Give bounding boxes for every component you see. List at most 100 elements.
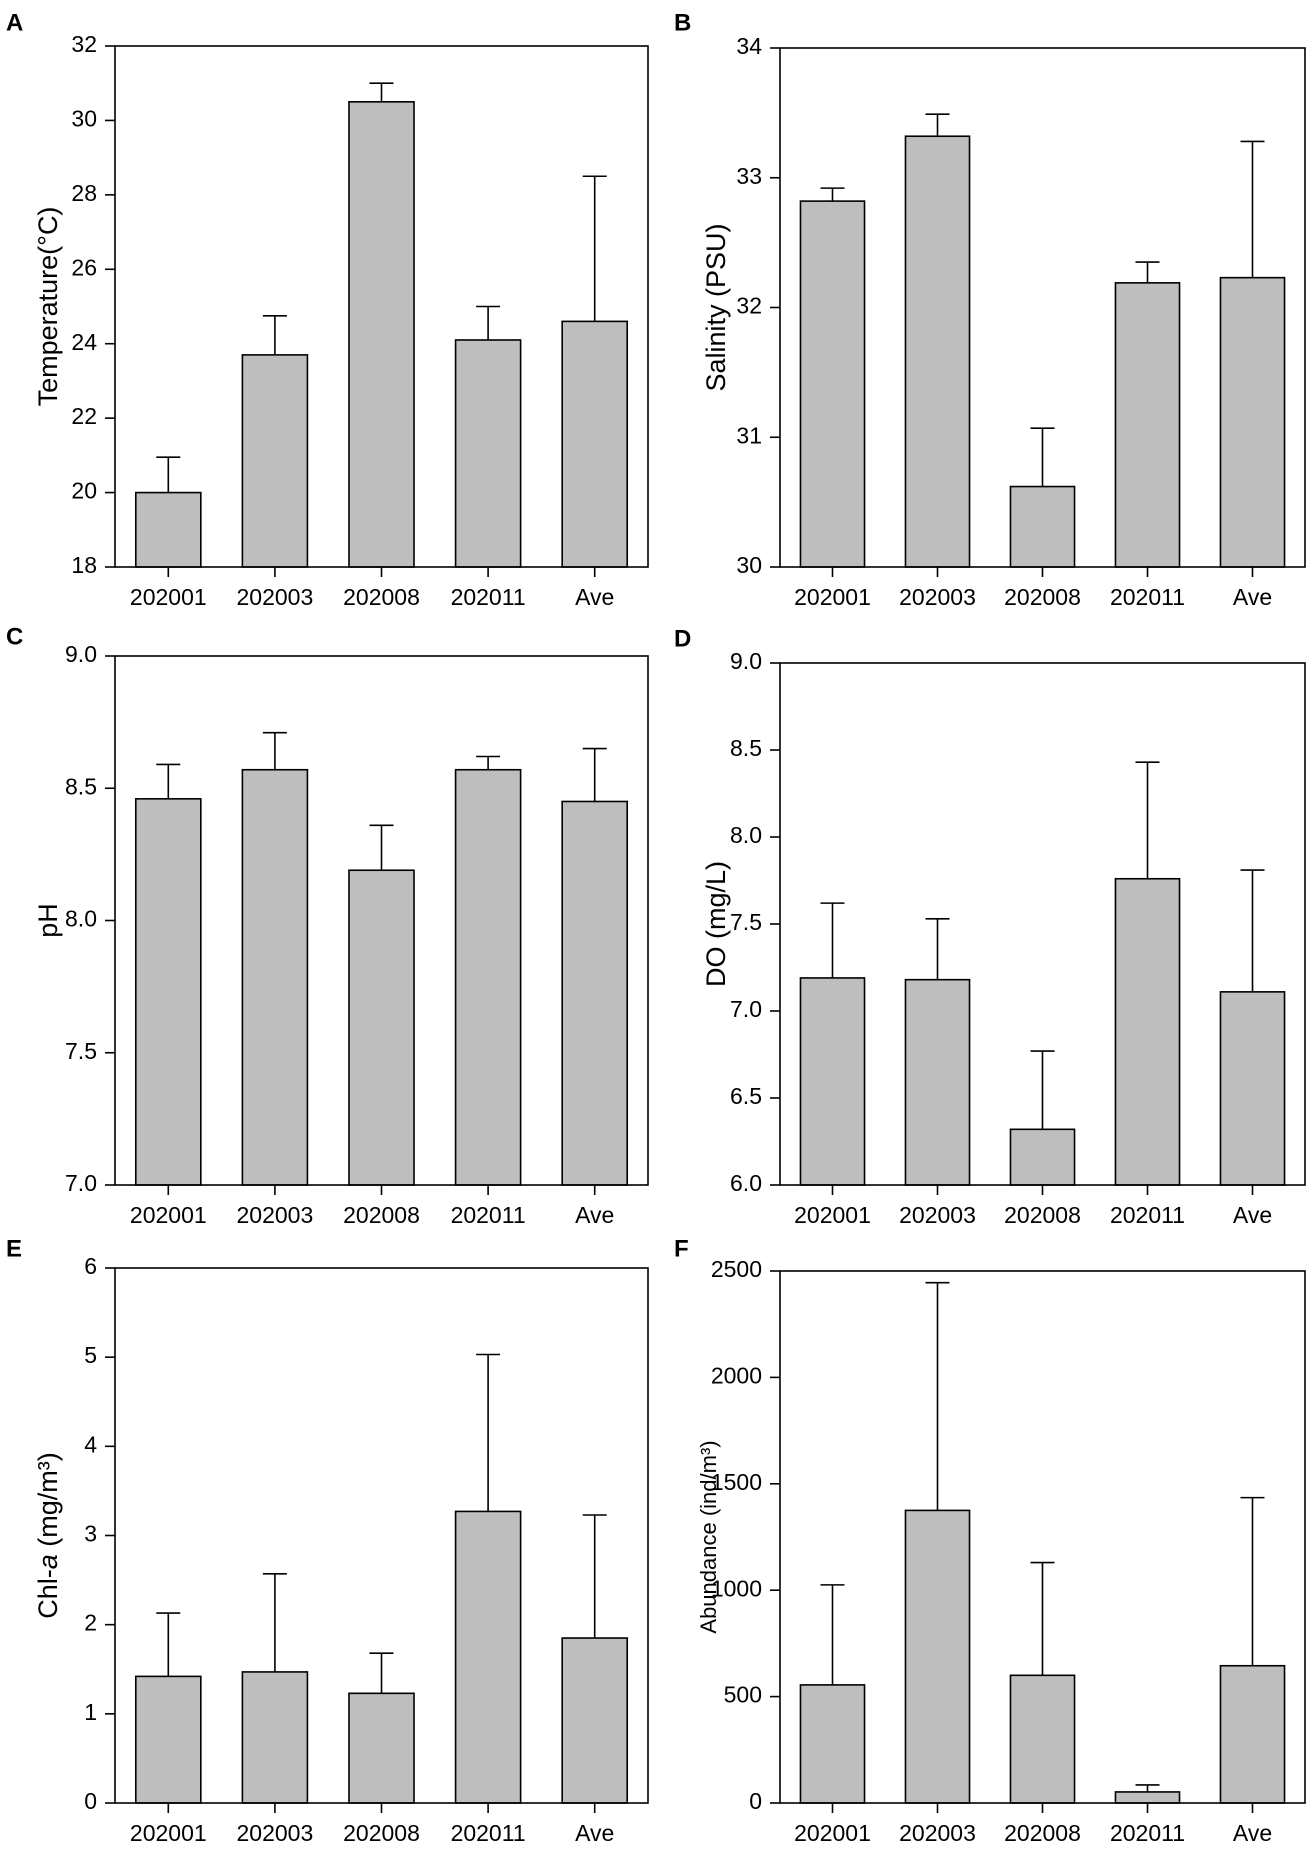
y-tick-label: 8.5 xyxy=(65,773,97,799)
y-tick-label: 28 xyxy=(71,180,97,206)
panel-letter: D xyxy=(674,625,691,652)
y-axis-label-part: a xyxy=(33,1554,63,1569)
y-tick-label: 0 xyxy=(84,1788,97,1814)
x-tick-label: 202001 xyxy=(794,1820,871,1846)
plot-frame xyxy=(779,47,1306,568)
y-tick-label: 7.5 xyxy=(730,909,762,935)
y-axis-label-part: (mg/m³) xyxy=(33,1452,63,1554)
y-tick-label: 24 xyxy=(71,329,97,355)
x-tick-label: 202001 xyxy=(130,1202,207,1228)
x-tick-label: 202003 xyxy=(237,1820,314,1846)
bar-202008 xyxy=(348,1692,415,1804)
y-tick-label: 500 xyxy=(724,1682,762,1708)
x-tick-label: Ave xyxy=(1233,584,1272,610)
x-tick-label: 202001 xyxy=(794,584,871,610)
bar-202011 xyxy=(1114,1791,1181,1804)
y-tick-label: 9.0 xyxy=(730,648,762,674)
bar-202001 xyxy=(134,1675,202,1804)
bar-ave xyxy=(1219,1664,1286,1804)
y-tick-label: 5 xyxy=(84,1342,97,1368)
bar-202003 xyxy=(241,768,309,1186)
panel-letter: F xyxy=(674,1235,689,1262)
y-tick-label: 7.5 xyxy=(65,1038,97,1064)
y-axis-label: Salinity (PSU) xyxy=(701,223,731,391)
y-axis-label: Temperature(°C) xyxy=(33,207,63,407)
y-tick-label: 3 xyxy=(84,1521,97,1547)
bar-ave xyxy=(561,800,629,1186)
bar-202008 xyxy=(348,869,415,1186)
x-tick-label: 202008 xyxy=(1004,1820,1081,1846)
y-tick-label: 18 xyxy=(71,552,97,578)
bar-ave xyxy=(561,1637,629,1804)
bar-202011 xyxy=(454,339,522,568)
y-tick-label: 34 xyxy=(736,33,762,59)
y-axis-label: pH xyxy=(33,903,63,938)
x-tick-label: 202003 xyxy=(899,1820,976,1846)
x-tick-label: Ave xyxy=(1233,1202,1272,1228)
plot-frame xyxy=(114,655,649,1186)
y-tick-label: 7.0 xyxy=(730,996,762,1022)
bar-202008 xyxy=(1009,1128,1076,1186)
bar-202003 xyxy=(904,1509,971,1804)
panel-letter: B xyxy=(674,9,691,36)
bar-202001 xyxy=(134,798,202,1186)
bar-ave xyxy=(1219,991,1286,1186)
bar-ave xyxy=(561,320,629,568)
bar-202001 xyxy=(134,491,202,568)
bar-202003 xyxy=(904,135,971,568)
y-tick-label: 1 xyxy=(84,1699,97,1725)
x-tick-label: 202008 xyxy=(1004,584,1081,610)
x-tick-label: 202011 xyxy=(1110,584,1185,610)
panel-f: F 0 500 1000 1500 2000 2500 202001 202003 202008 2… xyxy=(674,1235,1306,1846)
plot-frame xyxy=(114,45,649,568)
y-tick-label: 8.0 xyxy=(65,906,97,932)
bar-202011 xyxy=(454,1510,522,1804)
x-tick-label: Ave xyxy=(575,584,614,610)
y-tick-label: 33 xyxy=(736,163,762,189)
x-tick-label: 202001 xyxy=(794,1202,871,1228)
x-tick-label: 202011 xyxy=(451,1820,526,1846)
bar-ave xyxy=(1219,276,1286,568)
x-tick-label: 202003 xyxy=(237,1202,314,1228)
panel-e: E 0 1 2 3 4 5 6 202001 202003 202008 202011 Ave Chl-a… xyxy=(6,1235,649,1846)
panel-b: B 30 31 32 33 34 202001 202003 202008 202011 Ave Sa… xyxy=(674,9,1306,610)
y-axis-label: Chl-a (mg/m³) xyxy=(33,1452,63,1619)
x-tick-label: 202011 xyxy=(451,1202,526,1228)
y-tick-label: 6 xyxy=(84,1253,97,1279)
bar-202008 xyxy=(1009,485,1076,568)
x-tick-label: 202008 xyxy=(343,1202,420,1228)
bar-202008 xyxy=(1009,1674,1076,1804)
y-tick-label: 7.0 xyxy=(65,1170,97,1196)
panel-letter: A xyxy=(6,9,23,36)
bar-202001 xyxy=(799,200,866,568)
x-tick-label: Ave xyxy=(575,1202,614,1228)
y-tick-label: 8.5 xyxy=(730,735,762,761)
y-axis-label: DO (mg/L) xyxy=(701,861,731,987)
y-tick-label: 8.0 xyxy=(730,822,762,848)
y-tick-label: 32 xyxy=(71,31,97,57)
x-tick-label: 202011 xyxy=(1110,1820,1185,1846)
panel-letter: E xyxy=(6,1235,22,1262)
y-tick-label: 2500 xyxy=(711,1256,762,1282)
y-tick-label: 2 xyxy=(84,1610,97,1636)
bar-202003 xyxy=(241,1671,309,1804)
y-tick-label: 0 xyxy=(749,1788,762,1814)
bar-202003 xyxy=(904,978,971,1186)
y-tick-label: 30 xyxy=(71,106,97,132)
bar-202003 xyxy=(241,354,309,568)
y-tick-label: 20 xyxy=(71,478,97,504)
bar-202011 xyxy=(1114,282,1181,568)
y-tick-label: 2000 xyxy=(711,1362,762,1388)
y-tick-label: 9.0 xyxy=(65,641,97,667)
panel-d: D 6.0 6.5 7.0 7.5 8.0 8.5 9.0 202001 202003 202008… xyxy=(674,625,1306,1228)
y-tick-label: 1500 xyxy=(711,1469,762,1495)
x-tick-label: 202003 xyxy=(899,1202,976,1228)
x-tick-label: Ave xyxy=(1233,1820,1272,1846)
x-tick-label: 202003 xyxy=(237,584,314,610)
x-tick-label: 202003 xyxy=(899,584,976,610)
bar-202001 xyxy=(799,1684,866,1804)
y-axis-label: Abundance (ind/m³) xyxy=(696,1440,721,1633)
plot-frame xyxy=(114,1267,649,1804)
y-tick-label: 26 xyxy=(71,254,97,280)
